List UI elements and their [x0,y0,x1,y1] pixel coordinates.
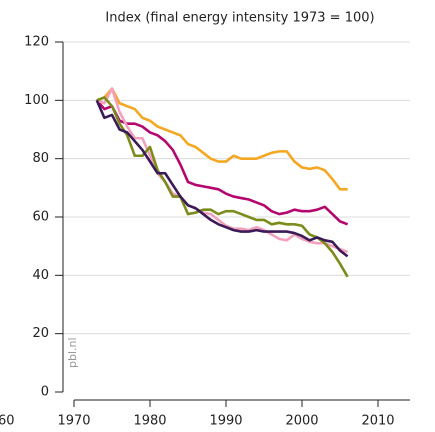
y-tick-label: 40 [32,268,49,283]
watermark: pbl.nl [66,337,79,368]
x-tick-label: 2000 [285,414,318,429]
x-tick-label: 1960 [0,414,15,429]
y-tick-label: 0 [41,385,49,400]
x-tick-label: 1990 [209,414,242,429]
x-tick-label: 2010 [361,414,394,429]
y-tick-label: 120 [24,35,49,50]
series-line [96,87,349,254]
y-tick-label: 80 [32,151,49,166]
series-line [95,99,349,226]
series-line [95,99,349,258]
series-line [96,87,348,191]
x-tick-label: 1980 [133,414,166,429]
series-line [96,96,349,278]
y-tick-label: 100 [24,93,49,108]
x-tick-label: 1970 [57,414,90,429]
chart-title: Index (final energy intensity 1973 = 100… [105,11,374,26]
y-tick-label: 60 [32,210,49,225]
y-tick-label: 20 [32,326,49,341]
